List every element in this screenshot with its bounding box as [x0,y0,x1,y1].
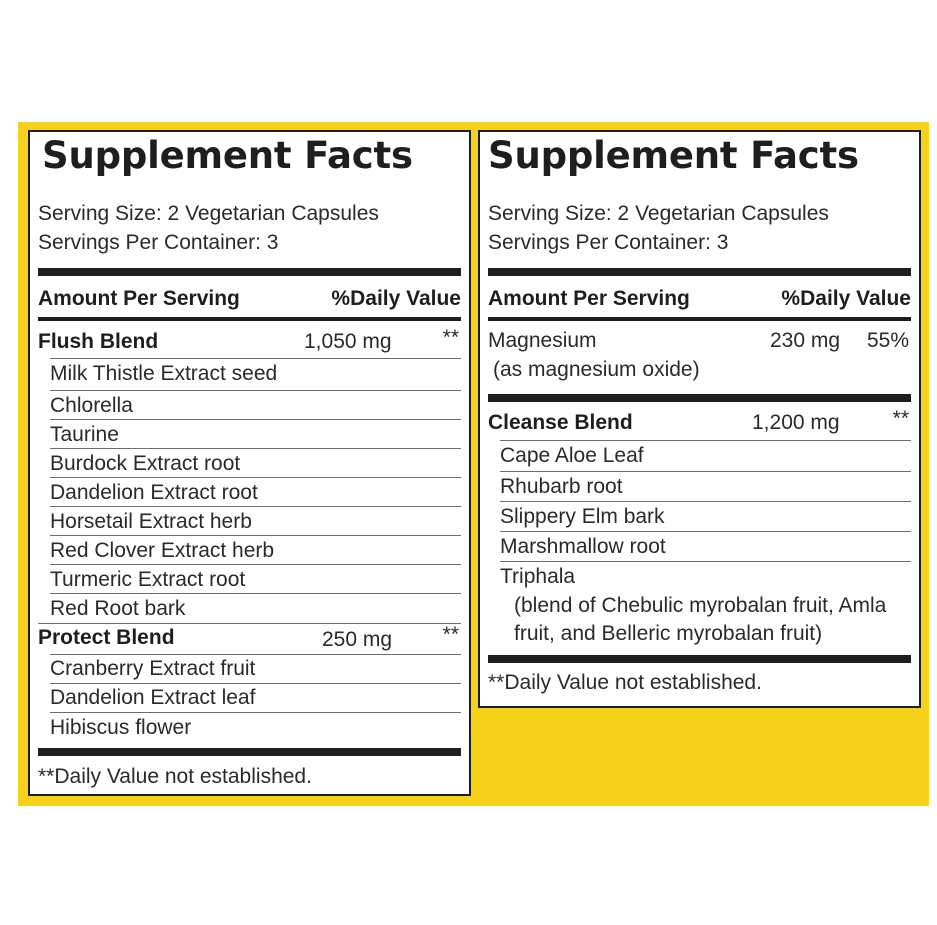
row-divider [50,593,461,594]
ingredient-triphala: Triphala [500,565,576,588]
row-divider [50,564,461,565]
protect-blend-name: Protect Blend [38,626,175,649]
row-divider [50,535,461,536]
row-divider [500,471,911,472]
row-divider [50,390,461,391]
ingredient-dandelion-root: Dandelion Extract root [50,481,258,504]
servings-per-container: Servings Per Container: 3 [38,231,279,254]
flush-blend-name: Flush Blend [38,330,159,353]
row-divider [50,683,461,684]
panel-title: Supplement Facts [42,134,413,177]
ingredient-turmeric: Turmeric Extract root [50,568,246,591]
magnesium-form: (as magnesium oxide) [493,358,700,381]
row-divider [50,712,461,713]
magnesium-name: Magnesium [488,329,597,352]
thick-divider [38,268,461,276]
protect-blend-amount: 250 mg [322,628,393,651]
serving-size: Serving Size: 2 Vegetarian Capsules [38,202,379,225]
medium-divider [38,317,461,321]
row-divider [50,654,461,655]
thick-divider [488,655,911,663]
panel-title: Supplement Facts [488,134,859,177]
row-divider [500,531,911,532]
thick-divider [38,748,461,756]
supplement-facts-panel-left: Supplement Facts Serving Size: 2 Vegetar… [28,130,471,796]
ingredient-rhubarb: Rhubarb root [500,475,623,498]
magnesium-amount: 230 mg [770,329,841,352]
triphala-note-line-2: fruit, and Belleric myrobalan fruit) [514,622,823,645]
ingredient-chlorella: Chlorella [50,394,133,417]
medium-divider [488,317,911,321]
cleanse-blend-name: Cleanse Blend [488,411,633,434]
row-divider [50,419,461,420]
row-divider [38,623,461,624]
row-divider [500,561,911,562]
row-divider [50,477,461,478]
amount-per-serving-header: Amount Per Serving [38,287,240,310]
ingredient-marshmallow: Marshmallow root [500,535,666,558]
supplement-facts-panel-right: Supplement Facts Serving Size: 2 Vegetar… [478,130,921,708]
ingredient-cranberry: Cranberry Extract fruit [50,657,256,680]
thick-divider [488,268,911,276]
ingredient-horsetail: Horsetail Extract herb [50,510,252,533]
row-divider [50,448,461,449]
serving-size: Serving Size: 2 Vegetarian Capsules [488,202,829,225]
cleanse-blend-dv: ** [892,407,909,430]
flush-blend-amount: 1,050 mg [304,330,392,353]
thick-divider [488,394,911,402]
ingredient-milk-thistle: Milk Thistle Extract seed [50,362,278,385]
ingredient-burdock: Burdock Extract root [50,452,241,475]
ingredient-hibiscus: Hibiscus flower [50,716,192,739]
servings-per-container: Servings Per Container: 3 [488,231,729,254]
cleanse-blend-amount: 1,200 mg [752,411,840,434]
triphala-note-line-1: (blend of Chebulic myrobalan fruit, Amla [514,594,887,617]
magnesium-dv: 55% [866,329,909,352]
protect-blend-dv: ** [442,623,459,646]
ingredient-cape-aloe: Cape Aloe Leaf [500,444,644,467]
daily-value-header: %Daily Value [331,287,461,310]
daily-value-header: %Daily Value [781,287,911,310]
amount-per-serving-header: Amount Per Serving [488,287,690,310]
row-divider [50,358,461,359]
flush-blend-dv: ** [442,326,459,349]
footnote: **Daily Value not established. [488,671,762,694]
footnote: **Daily Value not established. [38,765,312,788]
row-divider [500,501,911,502]
row-divider [500,440,911,441]
ingredient-taurine: Taurine [50,423,119,446]
ingredient-red-clover: Red Clover Extract herb [50,539,275,562]
ingredient-dandelion-leaf: Dandelion Extract leaf [50,686,256,709]
row-divider [50,506,461,507]
ingredient-slippery-elm: Slippery Elm bark [500,505,665,528]
ingredient-red-root: Red Root bark [50,597,186,620]
